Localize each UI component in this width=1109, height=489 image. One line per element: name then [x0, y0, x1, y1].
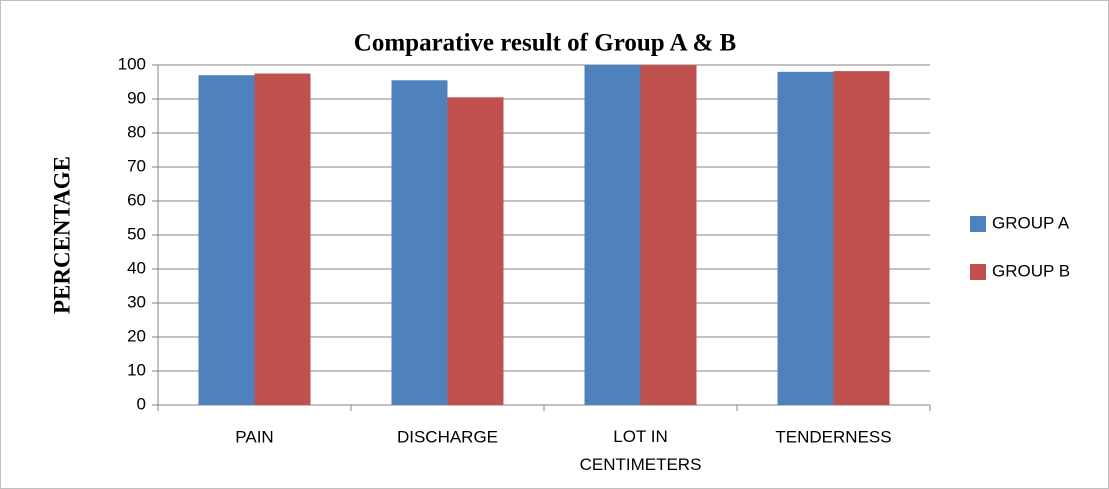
y-tick-label: 0 — [137, 394, 146, 413]
legend-swatch — [970, 264, 986, 280]
chart-title: Comparative result of Group A & B — [354, 30, 736, 57]
y-tick-label: 10 — [127, 360, 146, 379]
y-tick-label: 60 — [127, 190, 146, 209]
legend-swatch — [970, 216, 986, 232]
x-tick-label: DISCHARGE — [397, 427, 498, 446]
y-tick-label: 80 — [127, 122, 146, 141]
bar — [254, 73, 311, 405]
legend-label: GROUP A — [992, 213, 1070, 232]
bar — [447, 97, 504, 406]
y-tick-label: 40 — [127, 258, 146, 277]
bar — [391, 80, 448, 406]
x-tick-label: LOT IN CENTIMETERS — [580, 427, 702, 474]
bar — [584, 65, 641, 405]
bar — [777, 71, 834, 406]
y-tick-label: 100 — [118, 54, 146, 73]
bar — [640, 65, 697, 405]
y-tick-label: 30 — [127, 292, 146, 311]
y-tick-label: 50 — [127, 224, 146, 243]
x-tick-label: TENDERNESS — [775, 427, 891, 446]
legend-label: GROUP B — [992, 261, 1070, 280]
x-tick-label: PAIN — [235, 427, 273, 446]
y-axis-label: PERCENTAGE — [49, 156, 74, 314]
y-tick-label: 20 — [127, 326, 146, 345]
y-tick-label: 90 — [127, 88, 146, 107]
y-tick-label: 70 — [127, 156, 146, 175]
bar — [833, 71, 890, 406]
bar — [198, 75, 255, 405]
